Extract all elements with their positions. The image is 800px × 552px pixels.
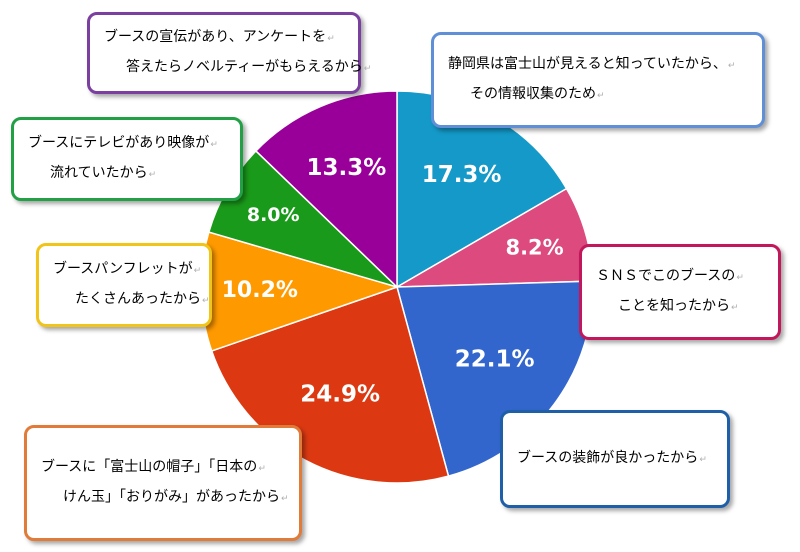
callout-text: ブースパンフレットが↵: [53, 261, 202, 277]
return-mark-icon: ↵: [597, 91, 605, 101]
callout-text: 流れていたから↵: [50, 165, 157, 181]
callout-box: ブースの装飾が良かったから↵: [500, 410, 730, 508]
slice-percent-label: 17.3%: [422, 162, 502, 188]
return-mark-icon: ↵: [281, 494, 289, 504]
callout-text: ブースにテレビがあり映像が↵: [28, 135, 218, 151]
callout-text: ＳＮＳでこのブースの↵: [596, 268, 744, 284]
return-mark-icon: ↵: [736, 273, 744, 283]
slice-percent-label: 8.2%: [505, 236, 563, 260]
slice-percent-label: 22.1%: [455, 346, 535, 372]
pie-slice: [254, 90, 398, 289]
callout-text: その情報収集のため↵: [470, 86, 605, 102]
return-mark-icon: ↵: [210, 140, 218, 150]
callout-box: ＳＮＳでこのブースの↵ ことを知ったから↵: [579, 244, 781, 340]
slice-percent-label: 24.9%: [300, 381, 380, 407]
callout-box: ブースに「富士山の帽子」「日本の↵ けん玉」「おりがみ」があったから↵: [24, 425, 302, 541]
slice-percent-label: 13.3%: [307, 155, 387, 181]
return-mark-icon: ↵: [327, 34, 335, 44]
return-mark-icon: ↵: [699, 455, 707, 465]
callout-text: 静岡県は富士山が見えると知っていたから、↵: [448, 56, 736, 72]
return-mark-icon: ↵: [202, 296, 210, 306]
callout-text: たくさんあったから↵: [75, 291, 210, 307]
callout-text: ブースの装飾が良かったから↵: [517, 450, 707, 466]
callout-box: ブースパンフレットが↵ たくさんあったから↵: [36, 243, 212, 327]
callout-box: 静岡県は富士山が見えると知っていたから、↵ その情報収集のため↵: [431, 32, 765, 128]
callout-box: ブースにテレビがあり映像が↵ 流れていたから↵: [11, 117, 243, 201]
return-mark-icon: ↵: [193, 266, 202, 276]
return-mark-icon: ↵: [727, 61, 736, 71]
return-mark-icon: ↵: [258, 464, 266, 474]
slice-percent-label: 10.2%: [222, 278, 298, 303]
callout-text: ブースの宣伝があり、アンケートを↵: [104, 29, 335, 45]
return-mark-icon: ↵: [148, 170, 157, 180]
callout-text: ブースに「富士山の帽子」「日本の↵: [41, 459, 266, 475]
callout-text: ことを知ったから↵: [618, 298, 739, 314]
return-mark-icon: ↵: [363, 64, 372, 74]
callout-text: 答えたらノベルティーがもらえるから↵: [126, 59, 372, 75]
callout-text: けん玉」「おりがみ」があったから↵: [63, 489, 289, 505]
slice-percent-label: 8.0%: [247, 204, 300, 226]
return-mark-icon: ↵: [731, 303, 739, 313]
callout-box: ブースの宣伝があり、アンケートを↵ 答えたらノベルティーがもらえるから↵: [87, 12, 372, 94]
